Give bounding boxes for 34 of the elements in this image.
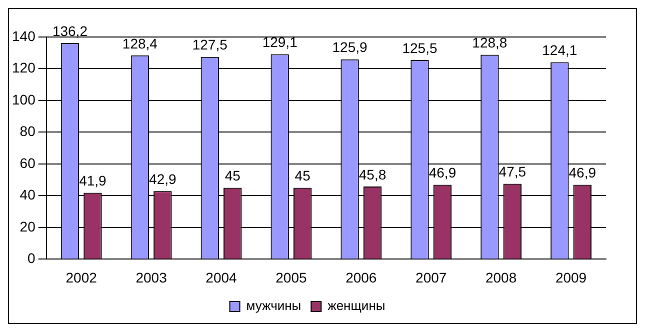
x-tick-label: 2007 — [416, 269, 447, 286]
y-tick-label: 0 — [28, 250, 36, 266]
data-label: 45 — [224, 168, 241, 184]
y-tick-label: 20 — [20, 218, 36, 234]
data-label: 128,8 — [472, 34, 508, 51]
y-tick-label: 40 — [20, 186, 36, 203]
data-label: 46,9 — [428, 164, 456, 181]
x-tick-label: 2004 — [206, 269, 238, 286]
x-tick-label: 2005 — [276, 269, 307, 286]
data-label: 124,1 — [542, 42, 578, 58]
data-label: 127,5 — [192, 36, 228, 53]
y-tick-label: 80 — [20, 123, 36, 140]
legend-label: женщины — [328, 298, 386, 314]
y-tick-label: 120 — [12, 60, 36, 76]
x-tick-label: 2009 — [555, 269, 587, 286]
data-label: 128,4 — [122, 35, 158, 52]
data-label: 45,8 — [358, 166, 386, 182]
data-label: 129,1 — [262, 34, 298, 50]
x-tick-label: 2003 — [136, 269, 168, 286]
x-tick-label: 2008 — [485, 269, 517, 286]
data-label: 45 — [294, 168, 311, 184]
legend-label: мужчины — [246, 298, 302, 314]
data-label: 46,9 — [568, 164, 596, 181]
x-tick-label: 2006 — [346, 269, 377, 286]
data-label: 125,5 — [402, 40, 438, 56]
data-label: 136,2 — [52, 22, 88, 39]
data-label: 47,5 — [498, 164, 526, 180]
data-label: 41,9 — [79, 172, 107, 189]
y-tick-label: 60 — [20, 154, 36, 171]
x-tick-label: 2002 — [66, 269, 98, 286]
y-tick-label: 140 — [12, 28, 36, 44]
y-tick-label: 100 — [12, 91, 36, 108]
data-label: 42,9 — [149, 170, 176, 187]
data-label: 125,9 — [332, 39, 368, 56]
